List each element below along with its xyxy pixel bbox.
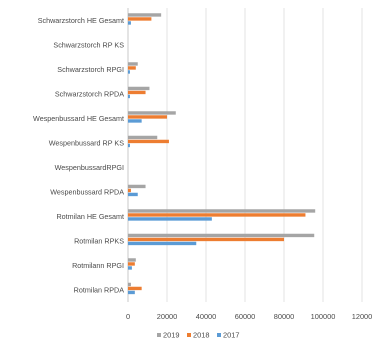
- bar-2017: [128, 70, 130, 74]
- legend-swatch-2018: [187, 333, 191, 337]
- category-label: Rotmilan RPDA: [74, 285, 125, 294]
- category-label: Rotmilan HE Gesamt: [56, 212, 124, 221]
- x-tick-label: 60000: [235, 312, 256, 321]
- x-axis-tick-labels: 0 20000 40000 60000 80000 100000 12000: [126, 312, 372, 321]
- chart-bars: [128, 13, 316, 295]
- category-label: Schwarzstorch RPDA: [55, 89, 124, 98]
- legend-label-2017: 2017: [223, 331, 239, 340]
- bar-2019: [128, 13, 162, 17]
- bar-2018: [128, 115, 167, 119]
- category-label: Schwarzstorch RP KS: [53, 40, 124, 49]
- bar-2017: [128, 143, 130, 148]
- legend-label-2018: 2018: [193, 331, 209, 340]
- category-label: Wespenbussard RP KS: [49, 138, 124, 147]
- bar-2017: [128, 94, 130, 99]
- bar-2017: [128, 266, 132, 270]
- chart-legend: 2019 2018 2017: [157, 331, 239, 340]
- bar-2019: [128, 209, 316, 213]
- bar-2019: [128, 233, 315, 238]
- category-label: Rotmilan RPKS: [74, 236, 124, 245]
- bar-2017: [128, 21, 131, 25]
- category-labels: Schwarzstorch HE Gesamt Schwarzstorch RP …: [33, 16, 124, 295]
- bar-2019: [128, 135, 158, 140]
- chart-grid: [127, 8, 363, 302]
- category-label: Wespenbussard RPDA: [50, 187, 124, 196]
- category-label: Wespenbussard HE Gesamt: [33, 114, 124, 123]
- bar-2018: [128, 213, 306, 217]
- bar-2017: [128, 192, 138, 197]
- bar-2019: [128, 184, 146, 189]
- legend-swatch-2019: [157, 333, 161, 337]
- bar-2018: [128, 139, 169, 144]
- x-tick-label: 80000: [274, 312, 295, 321]
- category-label: Rotmilann RPGI: [72, 261, 124, 270]
- bar-2019: [128, 86, 150, 91]
- bar-2017: [128, 241, 197, 246]
- x-tick-label: 0: [126, 312, 130, 321]
- bar-2017: [128, 217, 212, 221]
- bar-2018: [128, 90, 146, 95]
- bar-2017: [128, 119, 142, 123]
- category-label: WespenbussardRPGI: [55, 163, 124, 172]
- bar-2017: [128, 290, 135, 295]
- bar-2018: [128, 17, 152, 21]
- bar-2019: [128, 111, 176, 115]
- bar-2018: [128, 286, 142, 291]
- bar-2019: [128, 282, 131, 287]
- legend-label-2019: 2019: [163, 331, 179, 340]
- bar-2019: [128, 258, 136, 262]
- category-label: Schwarzstorch HE Gesamt: [38, 16, 124, 25]
- category-label: Schwarzstorch RPGI: [57, 65, 124, 74]
- bar-2018: [128, 237, 284, 242]
- bar-2018: [128, 66, 136, 70]
- x-tick-label: 12000: [352, 312, 373, 321]
- bar-2018: [128, 262, 135, 266]
- x-tick-label: 20000: [157, 312, 178, 321]
- bar-2019: [128, 62, 138, 66]
- x-tick-label: 40000: [196, 312, 217, 321]
- legend-swatch-2017: [217, 333, 221, 337]
- bar-2018: [128, 188, 131, 193]
- x-tick-label: 100000: [311, 312, 336, 321]
